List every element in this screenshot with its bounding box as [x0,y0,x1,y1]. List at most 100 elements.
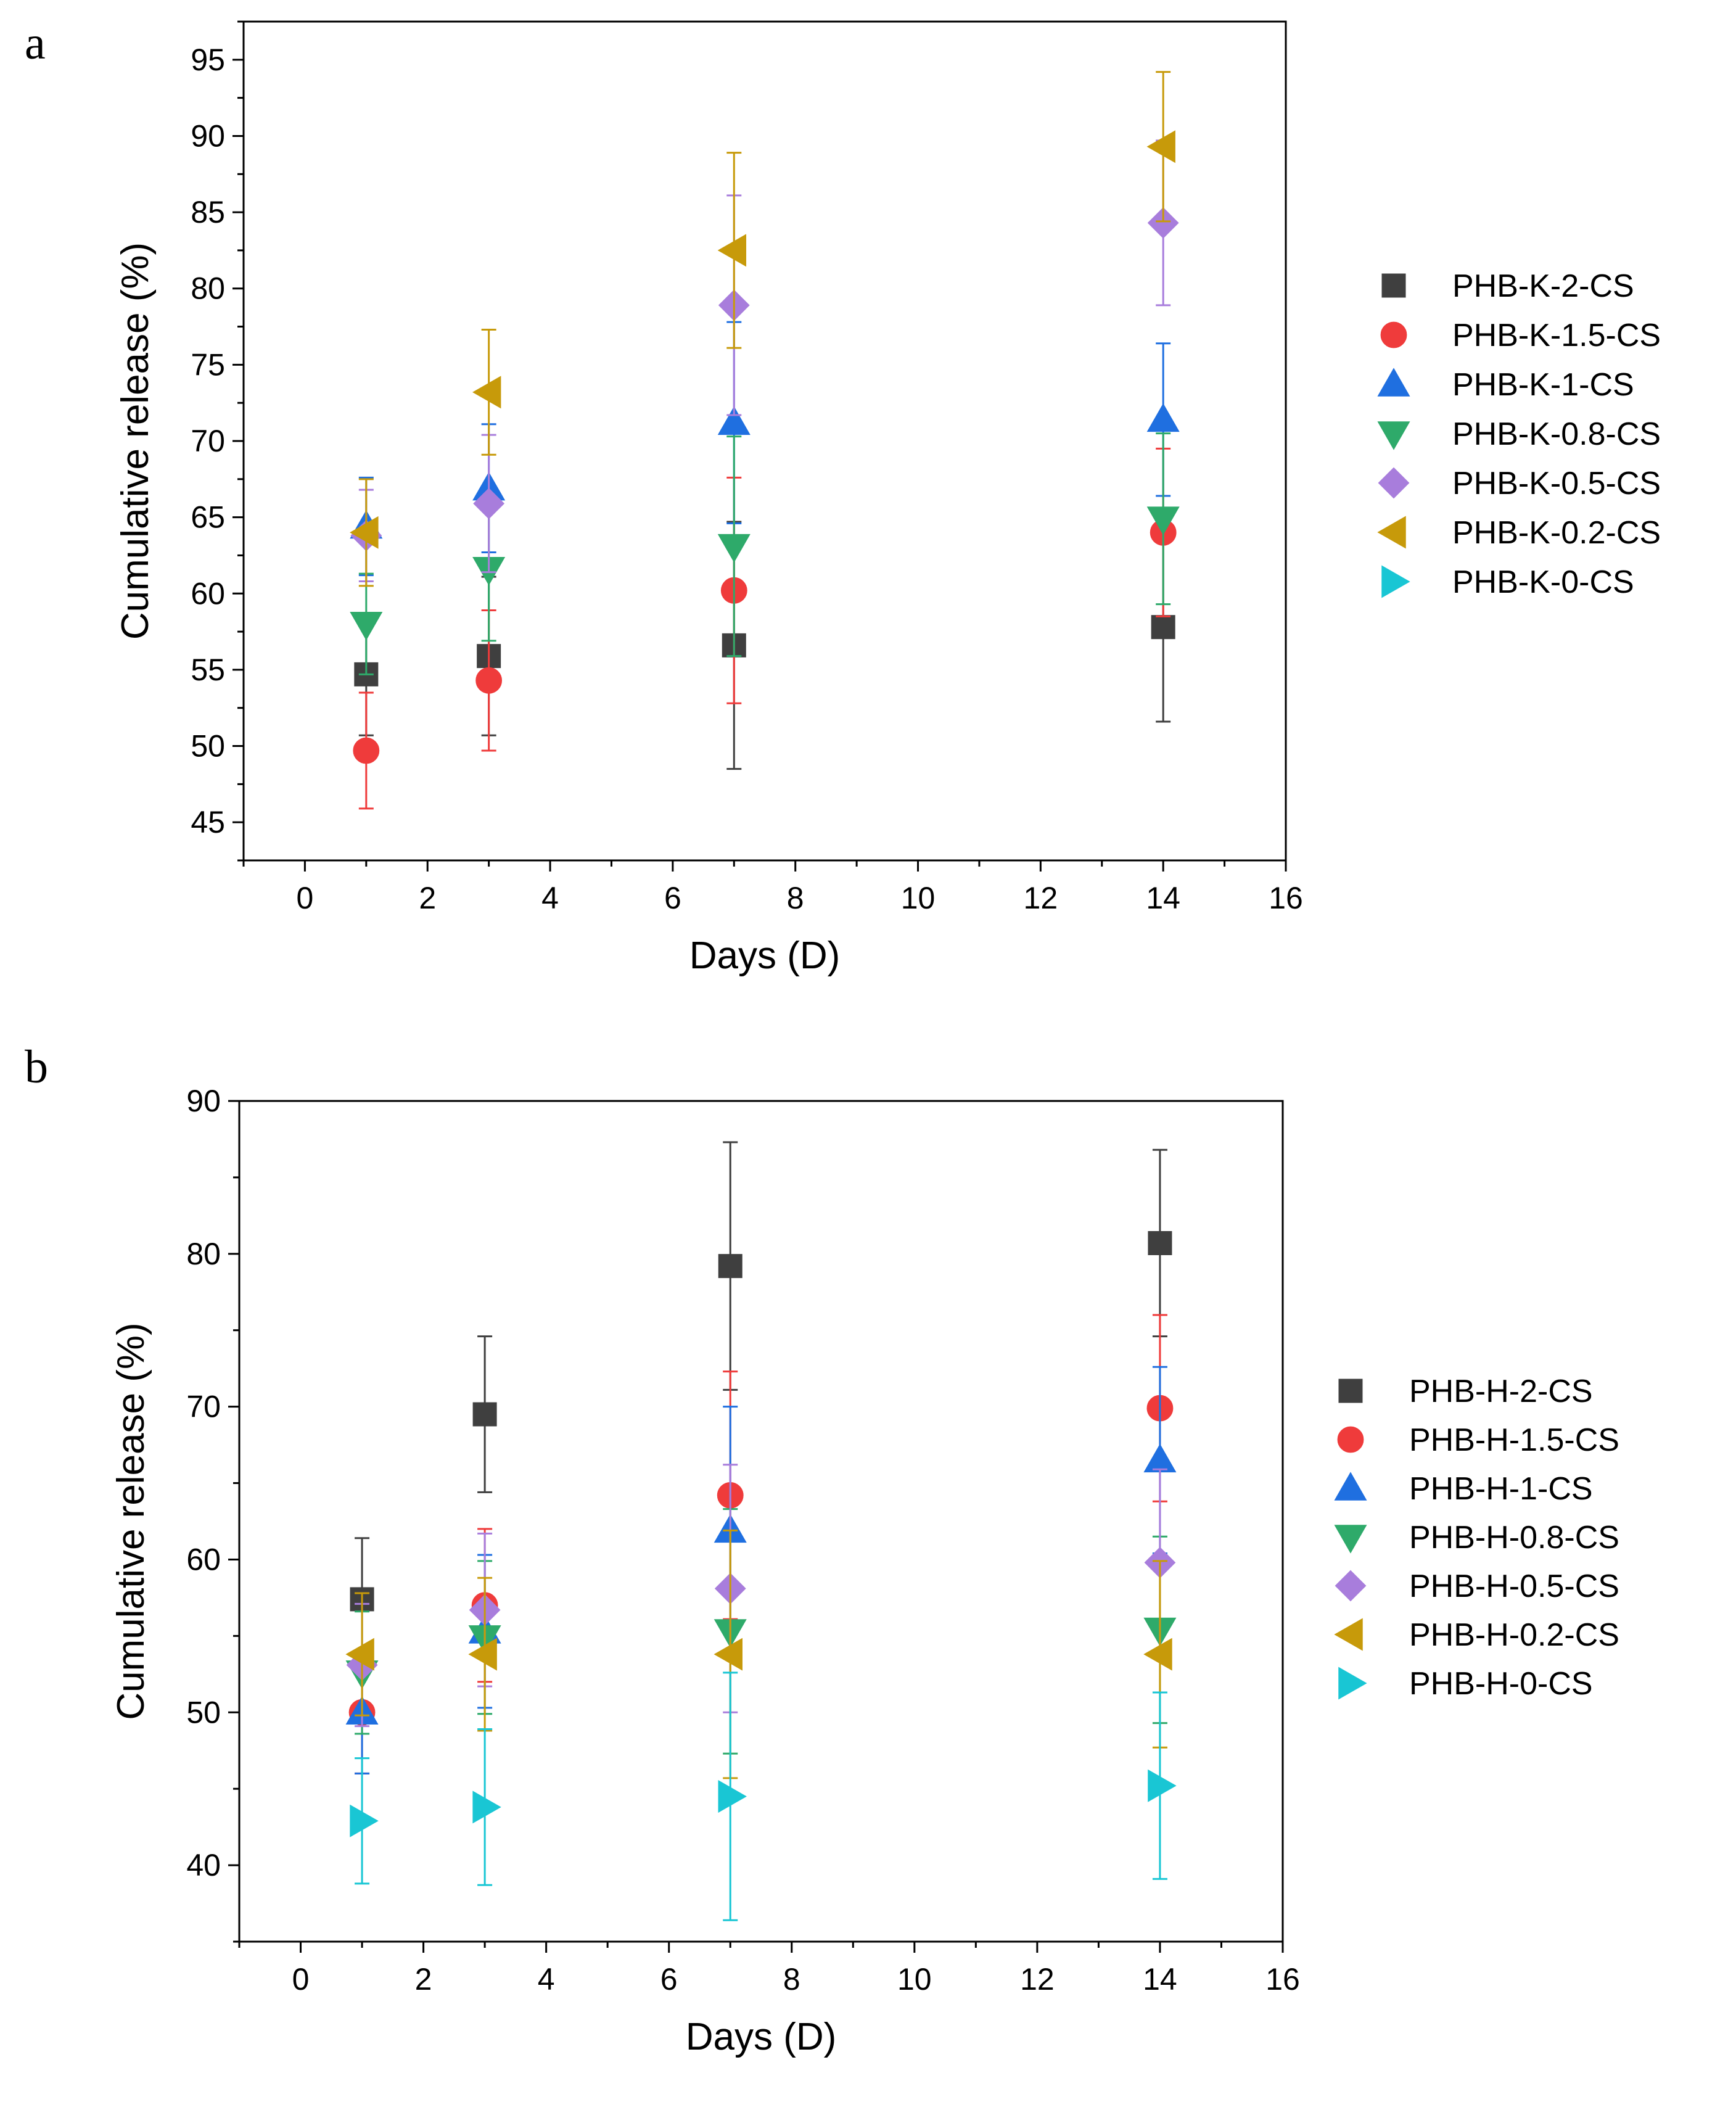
x-tick-label: 12 [1024,881,1058,915]
y-tick-label: 50 [186,1695,221,1729]
legend-label: PHB-K-0.2-CS [1452,515,1661,551]
legend-marker [1377,421,1410,450]
series-PHB-H-0-CS [350,1671,1177,1921]
x-tick-label: 0 [292,1962,310,1997]
y-tick-label: 50 [191,729,225,764]
data-series-group [350,71,1180,810]
y-tick-label: 80 [186,1237,221,1271]
legend-label: PHB-K-0.5-CS [1452,466,1661,501]
data-point [714,1638,743,1671]
data-point [1148,1769,1177,1802]
x-tick-label: 4 [541,881,559,915]
y-tick-label: 60 [191,576,225,611]
data-point [1146,403,1180,432]
legend-label: PHB-H-1.5-CS [1409,1422,1619,1458]
y-tick-label: 55 [191,653,225,687]
x-tick-label: 10 [901,881,936,915]
data-point [1146,130,1175,163]
x-tick-label: 12 [1020,1962,1055,1997]
panel-label: b [25,1041,48,1093]
data-point [350,516,379,549]
data-point [717,534,751,563]
data-point [472,1791,501,1824]
plot-frame [238,1100,1284,1943]
legend-marker [1378,467,1410,499]
legend-marker [1337,1426,1364,1453]
data-point [1146,506,1180,535]
data-point [353,737,380,764]
y-axis-title: Cumulative release (%) [110,1322,152,1720]
legend-marker [1381,273,1406,298]
data-point [1147,207,1179,239]
legend: PHB-H-2-CS PHB-H-1.5-CS PHB-H-1-CS PHB-H-0.… [1334,1374,1619,1702]
data-point [717,406,751,435]
data-point [1143,1638,1172,1671]
legend-label: PHB-K-0.8-CS [1452,416,1661,452]
x-tick-label: 8 [787,881,804,915]
legend-marker [1334,1618,1363,1651]
data-point [718,1780,747,1813]
y-tick-label: 85 [191,195,225,229]
legend-marker [1338,1379,1363,1403]
x-axis-title: Days (D) [689,934,841,977]
x-tick-label: 4 [538,1962,555,1997]
legend-marker [1338,1667,1367,1700]
data-point [475,667,503,694]
x-tick-label: 8 [783,1962,800,1997]
x-tick-label: 16 [1269,881,1303,915]
series-PHB-K-0.2-CS [350,71,1175,587]
legend-label: PHB-K-1.5-CS [1452,318,1661,353]
panel-label: a [25,17,46,69]
data-point [345,1638,374,1671]
legend-label: PHB-H-0.5-CS [1409,1568,1619,1604]
legend: PHB-K-2-CS PHB-K-1.5-CS PHB-K-1-CS PHB-K-0.… [1377,268,1661,600]
data-point [717,234,747,267]
y-tick-label: 80 [191,271,225,306]
data-point [350,1804,379,1837]
data-point [718,1254,743,1279]
data-point [1148,1230,1172,1255]
x-tick-label: 2 [415,1962,432,1997]
x-tick-label: 14 [1146,881,1180,915]
x-tick-label: 6 [660,1962,678,1997]
legend-label: PHB-H-0.8-CS [1409,1520,1619,1556]
y-tick-label: 60 [186,1542,221,1577]
legend-marker [1334,1525,1367,1554]
y-tick-label: 95 [191,43,225,77]
y-tick-label: 45 [191,805,225,839]
x-tick-label: 0 [297,881,314,915]
legend-marker [1335,1570,1367,1602]
legend-marker [1381,565,1410,598]
x-tick-label: 2 [419,881,436,915]
chart-panel-b: b 0 2 4 6 8 10 12 14 16 40 50 60 70 80 90 Days (D) Cumula… [25,1041,1619,2058]
y-tick-label: 65 [191,500,225,535]
data-point [472,1402,497,1427]
legend-label: PHB-K-1-CS [1452,367,1634,403]
legend-marker [1377,516,1406,549]
data-series-group [345,1141,1177,1921]
legend-label: PHB-H-0.2-CS [1409,1617,1619,1653]
y-tick-label: 90 [191,118,225,153]
legend-label: PHB-K-2-CS [1452,268,1634,304]
y-tick-label: 70 [191,424,225,458]
legend-marker [1377,368,1410,397]
x-axis-title: Days (D) [686,2016,837,2058]
y-tick-label: 75 [191,347,225,382]
y-tick-label: 90 [186,1084,221,1118]
x-tick-label: 10 [897,1962,932,1997]
data-point [1151,615,1175,640]
data-point [350,611,383,641]
chart-panel-a: a 0 2 4 6 8 10 12 14 16 45 50 55 60 65 70 75 80 85 90 95 Days… [25,17,1661,977]
x-tick-label: 14 [1143,1962,1177,1997]
legend-label: PHB-K-0-CS [1452,564,1634,600]
x-tick-label: 6 [664,881,681,915]
legend-label: PHB-H-0-CS [1409,1666,1593,1702]
y-axis-title: Cumulative release (%) [114,242,157,640]
y-tick-label: 70 [186,1390,221,1424]
x-tick-label: 16 [1265,1962,1300,1997]
legend-label: PHB-H-2-CS [1409,1374,1593,1409]
data-point [468,1638,497,1671]
data-point [473,487,505,519]
data-point [472,376,501,409]
